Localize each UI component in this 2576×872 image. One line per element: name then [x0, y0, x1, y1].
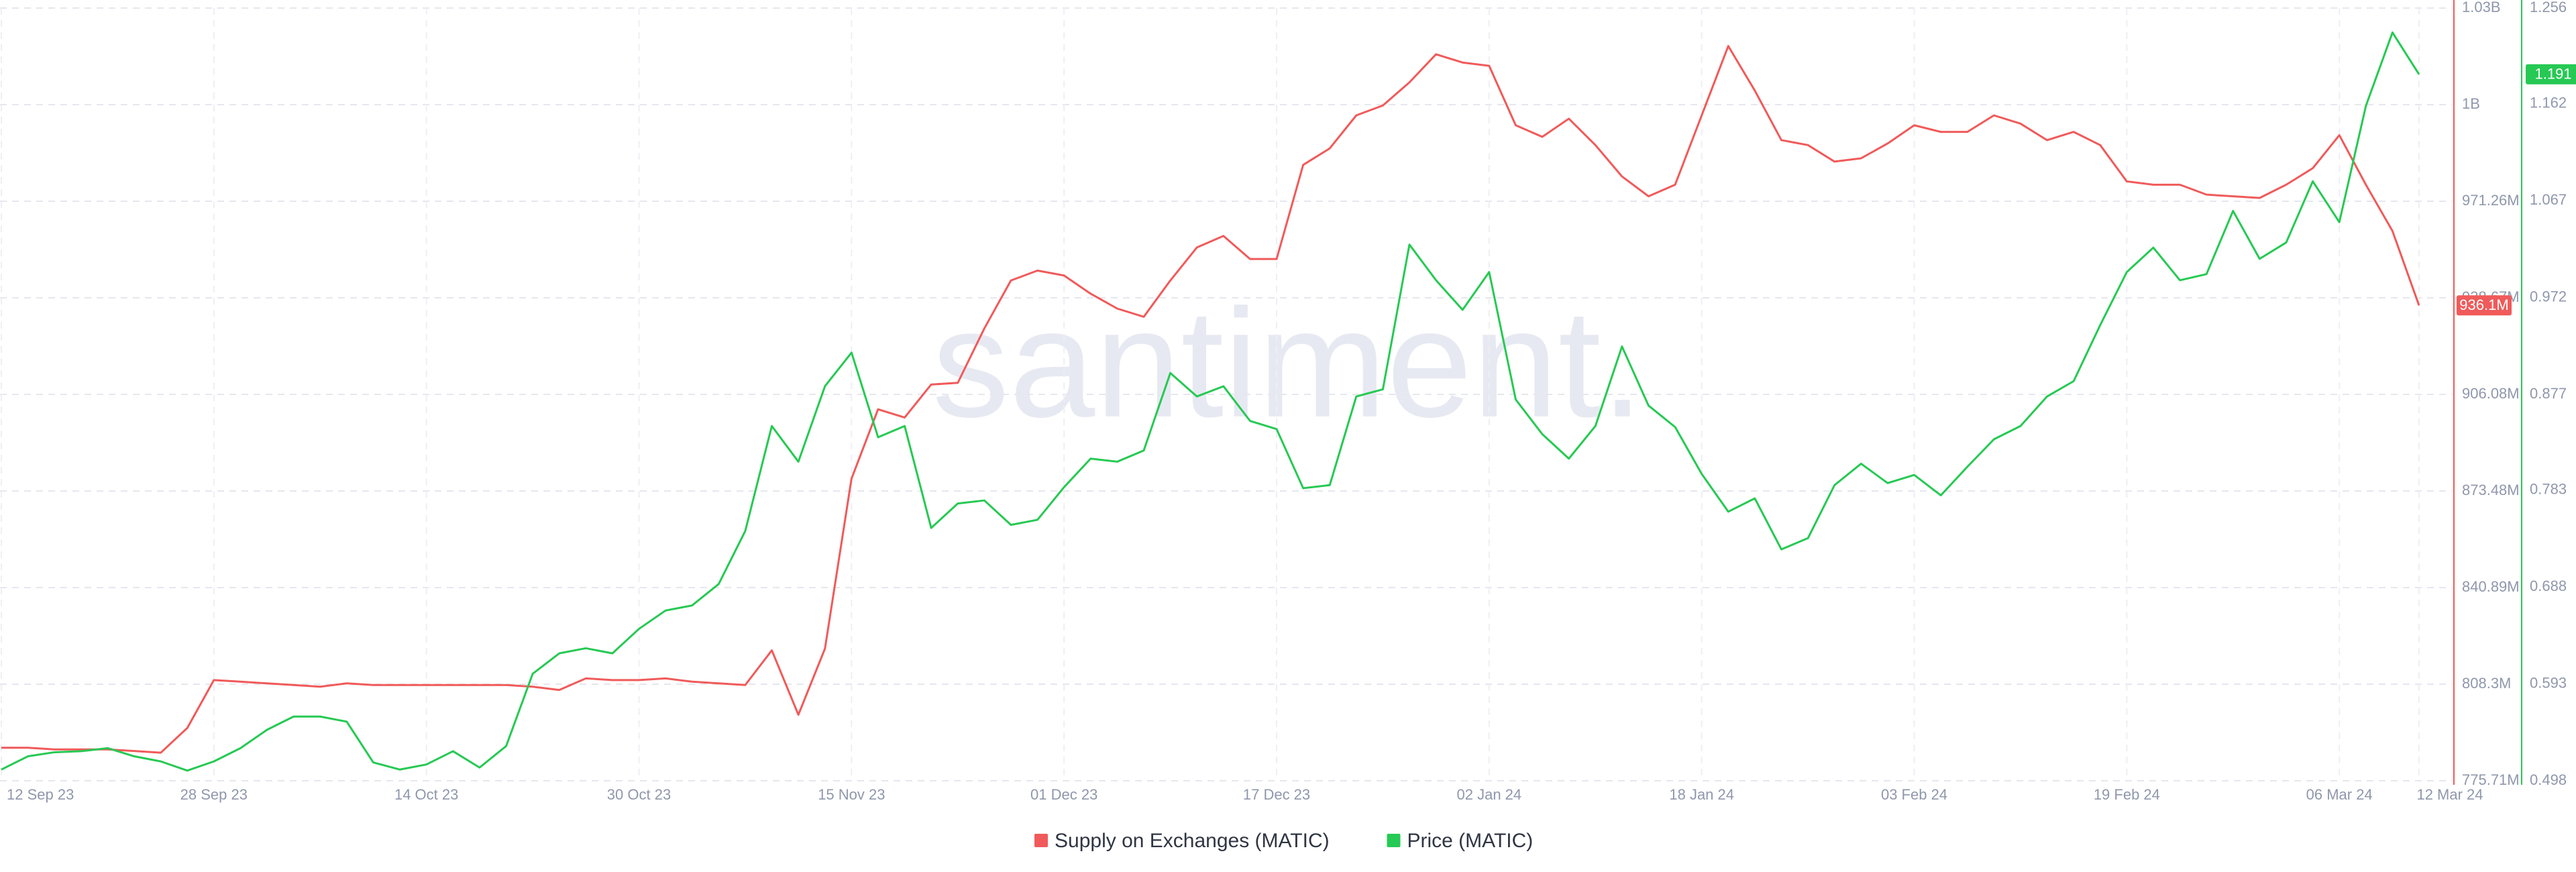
x-tick-label: 12 Mar 24 — [2416, 786, 2483, 803]
series-line — [1, 31, 2420, 772]
legend-label: Supply on Exchanges (MATIC) — [1055, 830, 1330, 852]
y-tick-label: 808.3M — [2462, 675, 2511, 692]
x-tick-label: 15 Nov 23 — [818, 786, 885, 803]
x-tick-label: 02 Jan 24 — [1457, 786, 1522, 803]
watermark: santiment. — [932, 277, 1644, 449]
y2-tick-label: 0.688 — [2530, 578, 2567, 594]
x-tick-label: 28 Sep 23 — [180, 786, 248, 803]
x-tick-label: 01 Dec 23 — [1030, 786, 1097, 803]
legend-swatch — [1387, 834, 1401, 847]
y-tick-label: 1B — [2462, 95, 2480, 112]
y-tick-label: 906.08M — [2462, 385, 2520, 402]
y-tick-label: 873.48M — [2462, 482, 2520, 498]
legend-label: Price (MATIC) — [1407, 830, 1534, 852]
last-value-badge — [2526, 64, 2576, 85]
x-tick-label: 14 Oct 23 — [394, 786, 458, 803]
y2-tick-label: 1.067 — [2530, 191, 2567, 208]
x-tick-label: 19 Feb 24 — [2094, 786, 2160, 803]
x-tick-label: 03 Feb 24 — [1881, 786, 1947, 803]
y2-tick-label: 0.783 — [2530, 481, 2567, 498]
x-tick-label: 18 Jan 24 — [1669, 786, 1734, 803]
y2-tick-label: 1.256 — [2530, 0, 2567, 15]
y2-tick-label: 0.593 — [2530, 674, 2567, 691]
y2-tick-label: 0.877 — [2530, 385, 2567, 402]
series-line — [1, 45, 2420, 754]
x-tick-label: 17 Dec 23 — [1243, 786, 1310, 803]
last-value-label: 1.191 — [2534, 66, 2571, 83]
legend-swatch — [1034, 834, 1048, 847]
x-tick-label: 30 Oct 23 — [607, 786, 671, 803]
last-value-label: 936.1M — [2459, 296, 2508, 313]
y-tick-label: 1.03B — [2462, 0, 2501, 15]
x-tick-label: 06 Mar 24 — [2306, 786, 2373, 803]
last-value-badge — [2457, 295, 2512, 316]
y-tick-label: 971.26M — [2462, 192, 2520, 209]
y2-tick-label: 0.498 — [2530, 771, 2567, 788]
y-tick-label: 775.71M — [2462, 771, 2520, 788]
y-tick-label: 840.89M — [2462, 578, 2520, 595]
y2-tick-label: 1.162 — [2530, 95, 2567, 111]
x-tick-label: 12 Sep 23 — [7, 786, 74, 803]
y2-tick-label: 0.972 — [2530, 288, 2567, 305]
